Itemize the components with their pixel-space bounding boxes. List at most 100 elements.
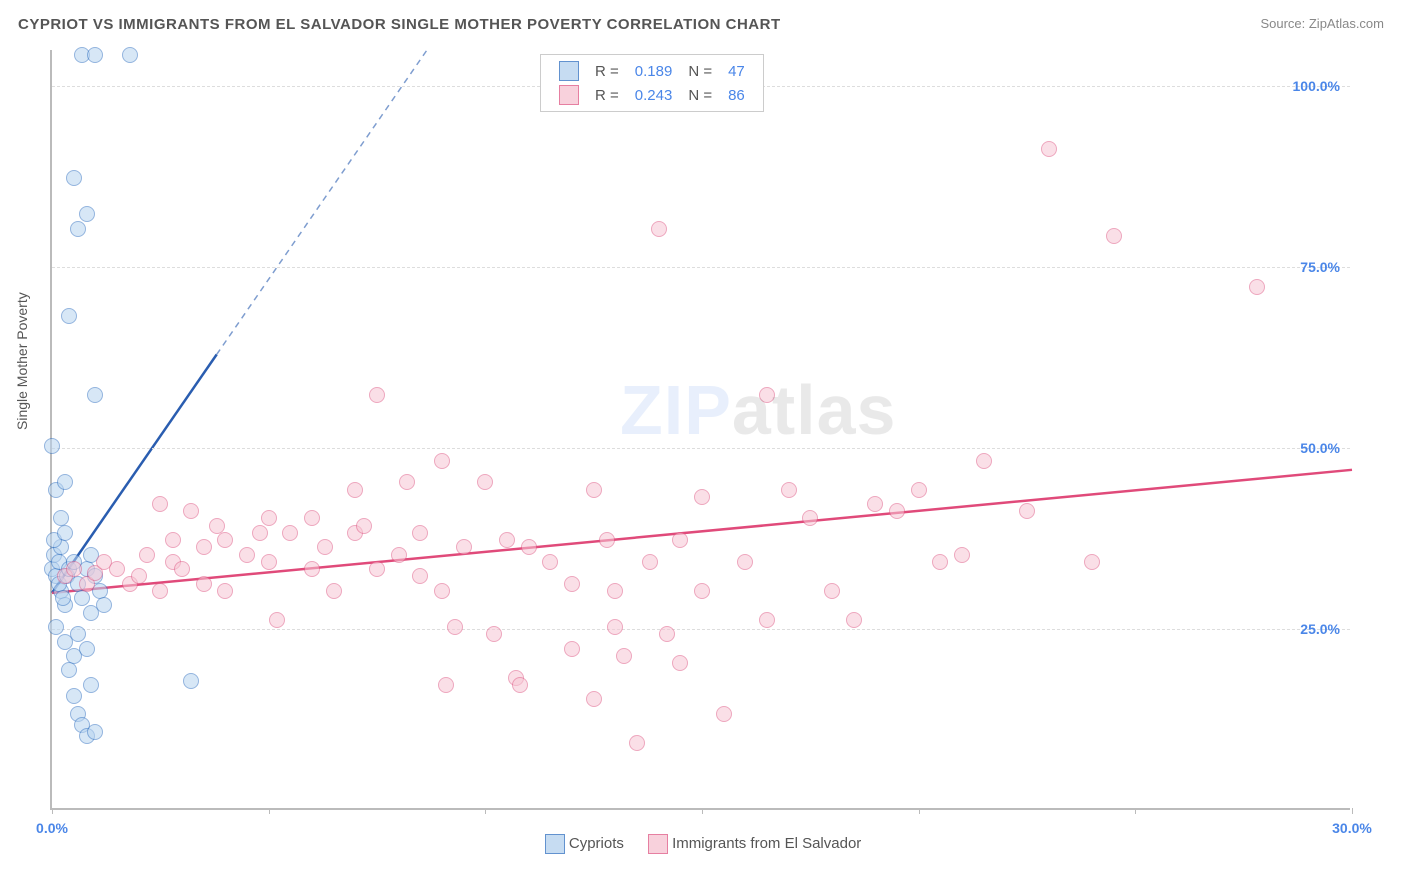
data-point: [261, 510, 277, 526]
series-legend: Cypriots Immigrants from El Salvador: [0, 834, 1406, 854]
data-point: [846, 612, 862, 628]
data-point: [391, 547, 407, 563]
data-point: [61, 662, 77, 678]
data-point: [737, 554, 753, 570]
legend-item: Immigrants from El Salvador: [648, 834, 861, 854]
data-point: [759, 387, 775, 403]
data-point: [399, 474, 415, 490]
data-point: [261, 554, 277, 570]
data-point: [87, 47, 103, 63]
x-tick-mark: [702, 808, 703, 814]
data-point: [347, 482, 363, 498]
legend-swatch: [545, 834, 565, 854]
legend-n-value: 47: [720, 59, 753, 83]
data-point: [57, 474, 73, 490]
data-point: [122, 47, 138, 63]
data-point: [1249, 279, 1265, 295]
data-point: [911, 482, 927, 498]
data-point: [586, 482, 602, 498]
data-point: [269, 612, 285, 628]
data-point: [512, 677, 528, 693]
data-point: [694, 583, 710, 599]
data-point: [1106, 228, 1122, 244]
data-point: [239, 547, 255, 563]
data-point: [139, 547, 155, 563]
grid-line: [52, 448, 1350, 449]
x-tick-mark: [269, 808, 270, 814]
data-point: [564, 576, 580, 592]
y-tick-label: 25.0%: [1300, 621, 1340, 637]
y-tick-label: 100.0%: [1293, 78, 1340, 94]
data-point: [672, 655, 688, 671]
data-point: [867, 496, 883, 512]
data-point: [412, 525, 428, 541]
legend-r-label: R =: [587, 83, 627, 107]
data-point: [1041, 141, 1057, 157]
legend-swatch: [559, 85, 579, 105]
data-point: [599, 532, 615, 548]
data-point: [802, 510, 818, 526]
data-point: [44, 438, 60, 454]
data-point: [196, 539, 212, 555]
data-point: [672, 532, 688, 548]
data-point: [447, 619, 463, 635]
data-point: [70, 221, 86, 237]
y-axis-label: Single Mother Poverty: [14, 292, 30, 430]
data-point: [694, 489, 710, 505]
data-point: [438, 677, 454, 693]
data-point: [109, 561, 125, 577]
legend-item: Cypriots: [545, 834, 624, 854]
data-point: [659, 626, 675, 642]
data-point: [48, 619, 64, 635]
source-name: ZipAtlas.com: [1309, 16, 1384, 31]
data-point: [83, 677, 99, 693]
x-tick-mark: [1135, 808, 1136, 814]
x-tick-mark: [919, 808, 920, 814]
data-point: [152, 496, 168, 512]
data-point: [456, 539, 472, 555]
legend-series-name: Immigrants from El Salvador: [672, 835, 861, 852]
data-point: [183, 673, 199, 689]
scatter-plot-area: 25.0%50.0%75.0%100.0%0.0%30.0%: [50, 50, 1350, 810]
source-attribution: Source: ZipAtlas.com: [1260, 16, 1384, 31]
data-point: [304, 510, 320, 526]
data-point: [542, 554, 558, 570]
correlation-legend: R =0.189N =47R =0.243N =86: [540, 54, 764, 112]
data-point: [196, 576, 212, 592]
y-tick-label: 50.0%: [1300, 440, 1340, 456]
data-point: [282, 525, 298, 541]
data-point: [66, 170, 82, 186]
data-point: [651, 221, 667, 237]
data-point: [932, 554, 948, 570]
data-point: [217, 532, 233, 548]
x-tick-mark: [485, 808, 486, 814]
legend-n-label: N =: [680, 83, 720, 107]
legend-series-name: Cypriots: [569, 835, 624, 852]
data-point: [1019, 503, 1035, 519]
trend-line-dashed: [217, 50, 427, 354]
data-point: [607, 583, 623, 599]
grid-line: [52, 267, 1350, 268]
data-point: [66, 688, 82, 704]
source-prefix: Source:: [1260, 16, 1308, 31]
data-point: [356, 518, 372, 534]
data-point: [152, 583, 168, 599]
data-point: [412, 568, 428, 584]
data-point: [586, 691, 602, 707]
data-point: [174, 561, 190, 577]
data-point: [477, 474, 493, 490]
data-point: [486, 626, 502, 642]
data-point: [716, 706, 732, 722]
data-point: [564, 641, 580, 657]
data-point: [87, 724, 103, 740]
data-point: [954, 547, 970, 563]
y-tick-label: 75.0%: [1300, 259, 1340, 275]
legend-r-value: 0.189: [627, 59, 681, 83]
data-point: [209, 518, 225, 534]
data-point: [1084, 554, 1100, 570]
data-point: [183, 503, 199, 519]
data-point: [976, 453, 992, 469]
data-point: [434, 583, 450, 599]
legend-n-label: N =: [680, 59, 720, 83]
data-point: [824, 583, 840, 599]
